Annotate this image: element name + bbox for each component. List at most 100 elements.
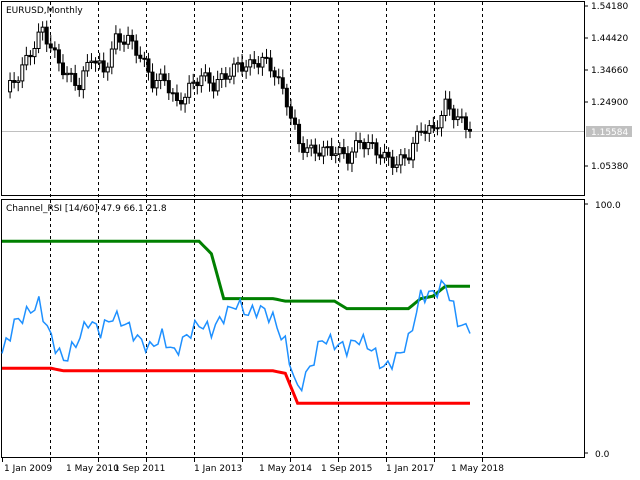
candle-body bbox=[109, 48, 114, 68]
candle-body bbox=[292, 117, 297, 125]
candle-body bbox=[130, 34, 135, 42]
candle-body bbox=[65, 72, 70, 76]
candle-body bbox=[134, 40, 139, 56]
candle-body bbox=[24, 54, 29, 66]
candle-body bbox=[284, 87, 289, 108]
candle-body bbox=[20, 64, 25, 82]
indicator-title: Channel_RSI [14/60] 47.9 66.1 21.8 bbox=[6, 204, 167, 214]
candle-body bbox=[32, 47, 37, 58]
candle-body bbox=[264, 56, 269, 59]
candle-body bbox=[439, 115, 444, 129]
price-label: 1.05380 bbox=[591, 162, 628, 172]
candle-body bbox=[398, 154, 403, 166]
indicator-scale-label: 0.0 bbox=[595, 450, 610, 460]
candle-body bbox=[138, 54, 143, 59]
indicator-axis: 100.0 0.0 bbox=[584, 201, 621, 460]
candle-body bbox=[272, 70, 277, 78]
time-label: 1 Jan 2009 bbox=[4, 464, 52, 474]
candle-body bbox=[223, 73, 228, 80]
candle-body bbox=[150, 71, 155, 89]
candle-body bbox=[236, 62, 240, 65]
candle-body bbox=[402, 154, 407, 159]
candle-body bbox=[227, 75, 232, 80]
rsi-line bbox=[1, 278, 471, 393]
price-label: 1.54180 bbox=[591, 2, 628, 12]
candle-body bbox=[89, 60, 94, 63]
candle-body bbox=[370, 142, 375, 145]
candle-body bbox=[126, 34, 131, 45]
period-separators bbox=[50, 2, 483, 457]
candle-body bbox=[117, 33, 122, 43]
candle-body bbox=[8, 80, 13, 93]
candle-body bbox=[56, 49, 61, 64]
candle-body bbox=[73, 73, 78, 86]
channel-lower-line bbox=[2, 366, 470, 405]
candle-body bbox=[260, 56, 265, 68]
candle-body bbox=[406, 157, 411, 161]
candle-body bbox=[199, 75, 204, 87]
candle-body bbox=[142, 57, 147, 60]
candle-body bbox=[195, 81, 200, 87]
price-panel-frame bbox=[1, 1, 585, 196]
candle-body bbox=[305, 147, 310, 153]
candle-body bbox=[345, 153, 350, 164]
time-label: 1 Jan 2013 bbox=[194, 464, 242, 474]
candle-body bbox=[288, 106, 293, 119]
current-price-badge bbox=[586, 126, 632, 137]
candle-body bbox=[97, 60, 102, 64]
candle-body bbox=[85, 61, 90, 72]
candle-body bbox=[77, 84, 82, 91]
time-label: 1 Sep 2015 bbox=[321, 464, 372, 474]
time-label: 1 Jan 2017 bbox=[386, 464, 434, 474]
indicator-scale-label: 100.0 bbox=[595, 201, 621, 211]
symbol-title: EURUSD,Monthly bbox=[6, 6, 83, 16]
candle-body bbox=[362, 141, 367, 150]
candle-body bbox=[52, 47, 57, 51]
candle-body bbox=[419, 130, 424, 133]
candle-body bbox=[81, 70, 86, 91]
candle-body bbox=[244, 66, 249, 72]
candle-body bbox=[451, 108, 456, 121]
time-label: 1 May 2018 bbox=[451, 464, 504, 474]
candle-body bbox=[122, 41, 127, 45]
candle-body bbox=[349, 151, 354, 164]
candle-body bbox=[427, 125, 432, 134]
candle-body bbox=[203, 72, 208, 77]
candle-body bbox=[183, 96, 188, 105]
candle-body bbox=[443, 98, 448, 117]
candle-body bbox=[455, 116, 460, 121]
candle-body bbox=[411, 142, 416, 161]
candle-body bbox=[431, 125, 436, 129]
candle-body bbox=[459, 116, 464, 119]
candle-body bbox=[162, 73, 167, 82]
candle-body bbox=[390, 156, 395, 168]
candle-body bbox=[207, 72, 212, 84]
candle-body bbox=[174, 92, 179, 101]
candle-body bbox=[40, 26, 45, 33]
candle-body bbox=[415, 130, 420, 144]
candle-body bbox=[386, 151, 391, 158]
candle-body bbox=[325, 146, 330, 149]
time-label: 1 May 2010 bbox=[66, 464, 119, 474]
candle-body bbox=[309, 144, 314, 149]
candle-body bbox=[44, 26, 49, 45]
candle-body bbox=[468, 128, 472, 132]
time-label: 1 Sep 2011 bbox=[114, 464, 165, 474]
candle-body bbox=[297, 123, 302, 145]
candle-body bbox=[219, 73, 224, 81]
candle-body bbox=[280, 77, 285, 89]
candle-body bbox=[211, 82, 216, 92]
candle-body bbox=[48, 43, 53, 49]
candle-body bbox=[276, 76, 281, 79]
price-label: 1.24900 bbox=[591, 98, 628, 108]
price-label: 1.34660 bbox=[591, 66, 628, 76]
candle-body bbox=[179, 99, 184, 105]
indicator-panel-frame bbox=[1, 199, 585, 458]
channel-upper-line bbox=[2, 239, 470, 311]
candle-body bbox=[256, 63, 261, 68]
price-label: 1.44420 bbox=[591, 34, 628, 44]
candle-body bbox=[28, 54, 33, 58]
candle-body bbox=[154, 80, 159, 89]
candle-body bbox=[231, 63, 236, 77]
